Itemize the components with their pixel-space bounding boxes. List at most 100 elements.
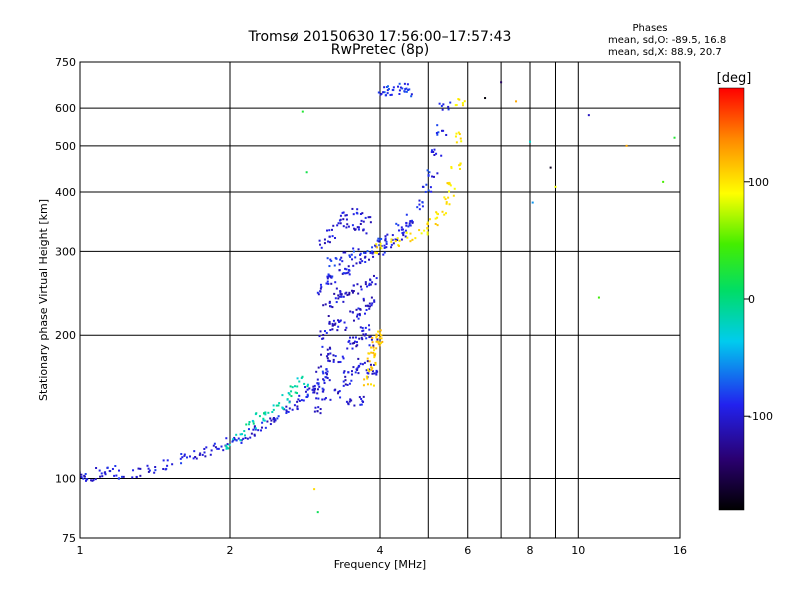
data-point — [454, 104, 457, 107]
data-point — [360, 219, 363, 222]
data-point — [400, 226, 403, 229]
data-point — [364, 216, 367, 219]
data-point — [313, 391, 316, 394]
data-point — [375, 340, 378, 343]
data-point — [325, 368, 328, 371]
data-point — [444, 198, 447, 201]
data-point — [380, 237, 383, 240]
data-point — [434, 217, 437, 220]
data-point — [273, 420, 276, 423]
data-point — [186, 456, 189, 459]
data-point — [360, 288, 363, 291]
data-point — [460, 140, 463, 143]
data-point — [442, 129, 445, 132]
data-point — [408, 222, 411, 225]
data-point — [327, 315, 330, 318]
data-point — [383, 244, 386, 247]
data-point — [423, 229, 426, 232]
data-point — [122, 475, 125, 478]
colorbar-ticks: 100 0 -100 — [744, 176, 773, 423]
data-point — [340, 295, 343, 298]
data-point — [327, 352, 330, 355]
data-point — [346, 223, 349, 226]
data-point — [147, 467, 150, 470]
data-point — [366, 285, 369, 288]
data-point — [329, 329, 332, 332]
data-point — [370, 346, 373, 349]
data-point — [355, 341, 358, 344]
data-point — [436, 124, 439, 127]
data-point — [368, 368, 371, 371]
data-point — [352, 264, 355, 267]
data-point — [368, 360, 371, 363]
phase-stats-o: mean, sd,O: -89.5, 16.8 — [608, 35, 726, 46]
data-point — [368, 324, 371, 327]
data-point — [296, 377, 299, 380]
data-point — [192, 457, 195, 460]
data-point — [406, 83, 409, 86]
data-point — [360, 397, 363, 400]
data-point — [139, 474, 142, 477]
data-point — [328, 346, 331, 349]
data-point — [209, 453, 212, 456]
data-point — [326, 370, 329, 373]
data-point — [321, 398, 324, 401]
data-point — [323, 242, 326, 245]
data-point — [275, 404, 278, 407]
data-point — [371, 281, 374, 284]
data-point — [313, 384, 316, 387]
data-point — [239, 439, 242, 442]
data-point — [400, 228, 403, 231]
data-point — [363, 312, 366, 315]
data-point — [316, 410, 319, 413]
data-point — [404, 88, 407, 91]
data-point — [371, 367, 374, 370]
data-point — [396, 237, 399, 240]
data-point — [398, 89, 401, 92]
data-point — [298, 380, 301, 383]
data-point — [225, 447, 228, 450]
data-point — [330, 276, 333, 279]
data-point — [359, 326, 362, 329]
data-point — [364, 326, 367, 329]
data-point — [164, 468, 167, 471]
data-point — [390, 240, 393, 243]
data-point — [358, 261, 361, 264]
data-point — [351, 258, 354, 261]
data-point — [247, 428, 250, 431]
data-point — [356, 368, 359, 371]
data-point — [332, 358, 335, 361]
colorbar-tick-label: -100 — [748, 410, 773, 423]
data-point — [418, 203, 421, 206]
data-point — [290, 390, 293, 393]
data-point — [344, 251, 347, 254]
data-point — [373, 372, 376, 375]
data-point — [220, 445, 223, 448]
data-point — [461, 104, 464, 107]
data-point — [344, 267, 347, 270]
data-point — [368, 328, 371, 331]
data-point — [407, 225, 410, 228]
data-point — [324, 371, 327, 374]
data-point — [320, 286, 323, 289]
data-point — [387, 85, 390, 88]
data-point — [288, 393, 291, 396]
data-point — [430, 190, 433, 193]
data-point — [316, 291, 319, 294]
data-point — [264, 426, 267, 429]
data-point — [332, 324, 335, 327]
colorbar-label: [deg] — [717, 71, 752, 86]
data-point — [392, 242, 395, 245]
data-point — [244, 436, 247, 439]
data-point — [349, 398, 352, 401]
data-point — [366, 368, 369, 371]
data-point — [232, 439, 235, 442]
data-point — [132, 469, 135, 472]
data-point — [434, 222, 437, 225]
data-point — [432, 151, 435, 154]
data-point — [330, 282, 333, 285]
data-point — [396, 239, 399, 242]
data-point — [365, 375, 368, 378]
data-point — [339, 360, 342, 363]
data-point — [361, 330, 364, 333]
